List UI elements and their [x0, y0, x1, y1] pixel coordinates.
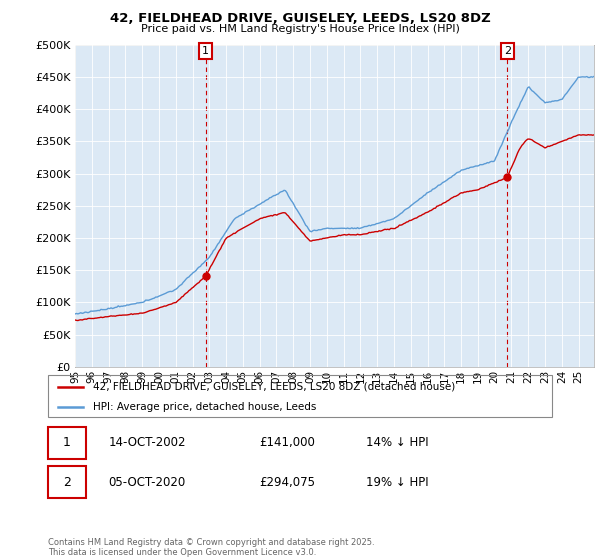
Text: 1: 1 [63, 436, 71, 449]
Text: 05-OCT-2020: 05-OCT-2020 [109, 475, 186, 488]
Text: HPI: Average price, detached house, Leeds: HPI: Average price, detached house, Leed… [94, 402, 317, 412]
Text: 14-OCT-2002: 14-OCT-2002 [109, 436, 186, 449]
FancyBboxPatch shape [48, 466, 86, 498]
Text: Price paid vs. HM Land Registry's House Price Index (HPI): Price paid vs. HM Land Registry's House … [140, 24, 460, 34]
Text: 2: 2 [504, 46, 511, 56]
Text: 2: 2 [63, 475, 71, 488]
Text: 42, FIELDHEAD DRIVE, GUISELEY, LEEDS, LS20 8DZ (detached house): 42, FIELDHEAD DRIVE, GUISELEY, LEEDS, LS… [94, 381, 455, 391]
Text: £294,075: £294,075 [260, 475, 316, 488]
Text: £141,000: £141,000 [260, 436, 316, 449]
Text: Contains HM Land Registry data © Crown copyright and database right 2025.
This d: Contains HM Land Registry data © Crown c… [48, 538, 374, 557]
Text: 14% ↓ HPI: 14% ↓ HPI [365, 436, 428, 449]
Text: 19% ↓ HPI: 19% ↓ HPI [365, 475, 428, 488]
Text: 1: 1 [202, 46, 209, 56]
FancyBboxPatch shape [48, 427, 86, 459]
Text: 42, FIELDHEAD DRIVE, GUISELEY, LEEDS, LS20 8DZ: 42, FIELDHEAD DRIVE, GUISELEY, LEEDS, LS… [110, 12, 490, 25]
